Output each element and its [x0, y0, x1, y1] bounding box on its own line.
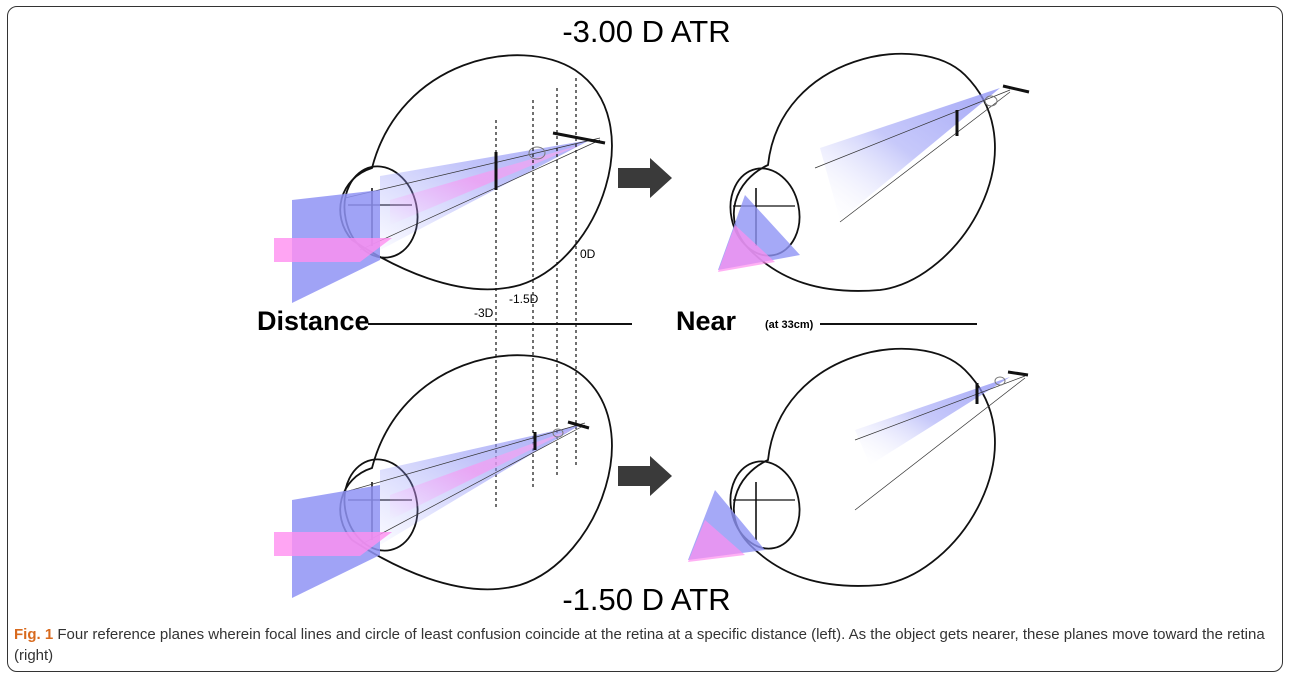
- object-pink: [274, 238, 392, 262]
- focal-line-2: [552, 131, 606, 145]
- figure-caption: Fig. 1 Four reference planes wherein foc…: [14, 624, 1276, 666]
- label-near: Near: [676, 306, 737, 336]
- focal-line-2: [1007, 370, 1029, 377]
- eye-bottom-right: [688, 347, 1029, 587]
- object-pink: [274, 532, 392, 556]
- beam-pink: [390, 430, 570, 520]
- top-title: -3.00 D ATR: [562, 14, 731, 49]
- bottom-title: -1.50 D ATR: [562, 582, 731, 617]
- plane-label-0d: 0D: [580, 247, 596, 261]
- arrow-icon: [618, 158, 672, 198]
- beam-blue: [855, 377, 1010, 465]
- eye-outline: [733, 347, 996, 587]
- plane-label-1-5d: -1.5D: [509, 292, 539, 306]
- circle-of-least-confusion: [528, 146, 546, 160]
- label-distance: Distance: [257, 306, 370, 336]
- focal-line-2: [1002, 84, 1030, 94]
- eye-top-left: [274, 54, 613, 303]
- caption-text: Four reference planes wherein focal line…: [14, 626, 1265, 664]
- label-near-sub: (at 33cm): [765, 319, 814, 331]
- beam-blue: [820, 88, 1000, 220]
- eye-bottom-left: [274, 354, 613, 598]
- caption-label: Fig. 1: [14, 626, 54, 643]
- figure-frame: [7, 6, 1283, 672]
- plane-label-3d: -3D: [474, 306, 494, 320]
- focal-line-2: [567, 420, 590, 430]
- beam-pink: [390, 145, 580, 225]
- arrow-icon: [618, 456, 672, 496]
- beam-blue: [380, 425, 580, 545]
- beam-blue: [380, 140, 590, 250]
- eye-top-right: [718, 52, 1030, 292]
